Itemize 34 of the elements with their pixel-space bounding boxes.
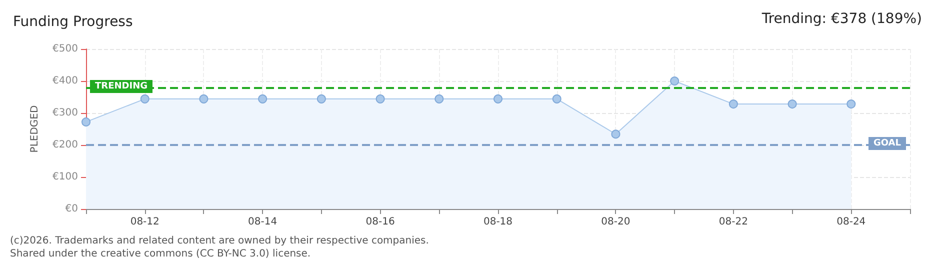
x-tick-label: 08-22 xyxy=(718,216,748,228)
y-tick-label: €400 xyxy=(52,76,78,86)
point xyxy=(434,94,444,104)
x-tick-label: 08-18 xyxy=(483,216,513,228)
x-tick-label: 08-14 xyxy=(248,216,278,228)
y-tick-label: €100 xyxy=(52,172,78,182)
point xyxy=(258,94,268,104)
text: Shared under the creative commons (CC BY-NC 3.0) license. xyxy=(10,248,311,260)
point xyxy=(199,94,208,104)
x-tick-label: 08-20 xyxy=(601,216,630,228)
ref-line-label: TRENDING xyxy=(95,82,148,92)
ref-line-label: GOAL xyxy=(874,138,902,148)
text: Trending: €378 (189%) xyxy=(760,11,922,27)
y-axis-title: PLEDGED xyxy=(30,105,40,153)
point xyxy=(552,94,562,104)
y-tick-label: €300 xyxy=(52,108,78,118)
point xyxy=(788,100,797,109)
point xyxy=(846,100,856,109)
x-tick-label: 08-12 xyxy=(130,216,160,228)
point xyxy=(494,94,502,104)
point xyxy=(376,94,385,104)
point xyxy=(611,130,620,139)
x-tick-label: 08-24 xyxy=(836,216,866,228)
y-tick-label: €200 xyxy=(52,140,78,150)
point xyxy=(140,94,150,104)
y-tick-label: €500 xyxy=(52,44,78,54)
x-tick-label: 08-16 xyxy=(366,216,395,228)
point xyxy=(670,76,680,86)
text: (c)2026. Trademarks and related content are owned by their respective companies. xyxy=(10,236,429,246)
point xyxy=(316,94,326,104)
chart-title: Funding Progress xyxy=(13,14,133,30)
y-tick-label: €0 xyxy=(65,204,78,214)
point xyxy=(82,117,90,126)
point xyxy=(728,100,738,109)
